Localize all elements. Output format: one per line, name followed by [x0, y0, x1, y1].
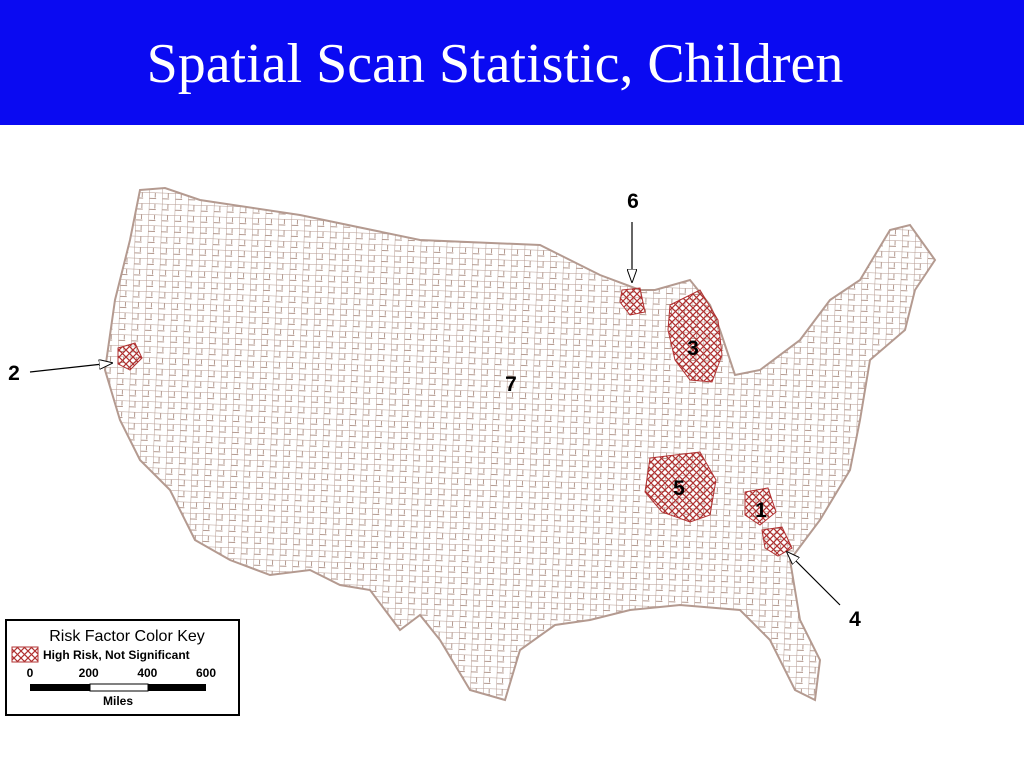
cluster-label: 4	[849, 608, 861, 631]
header-band	[0, 0, 1024, 125]
legend-swatch	[11, 646, 39, 663]
cluster-label: 2	[8, 362, 20, 385]
cluster-label: 6	[627, 190, 639, 213]
cluster-label: 7	[505, 373, 517, 396]
legend-item: High Risk, Not Significant	[43, 648, 190, 662]
arrow	[787, 552, 841, 606]
arrow	[29, 363, 112, 373]
cluster-label: 5	[673, 477, 685, 500]
scale-segment	[89, 683, 149, 692]
cluster-area	[744, 487, 777, 526]
scale-tick-label: 0	[27, 666, 34, 680]
cluster-area	[644, 451, 717, 523]
cluster-label: 1	[755, 499, 767, 522]
scale-tick-label: 600	[196, 666, 216, 680]
scale-tick-label: 200	[79, 666, 99, 680]
cluster-area	[117, 342, 143, 371]
scale-segment	[148, 684, 206, 691]
scale-unit: Miles	[103, 694, 133, 708]
slide-title: Spatial Scan Statistic, Children	[147, 33, 844, 95]
legend-title: Risk Factor Color Key	[49, 628, 205, 645]
scale-bar	[30, 683, 206, 692]
cluster-area	[761, 526, 793, 557]
cluster-label: 3	[687, 337, 699, 360]
scale-segment	[30, 684, 90, 691]
cluster-area	[619, 287, 646, 316]
cluster-area	[667, 289, 723, 383]
annotations: 1 2 3 4 5 6 7	[8, 190, 861, 631]
scale-tick-label: 400	[137, 666, 157, 680]
clusters	[117, 287, 793, 557]
legend: Risk Factor Color Key High Risk, Not Sig…	[5, 619, 240, 716]
legend-box	[5, 619, 240, 716]
